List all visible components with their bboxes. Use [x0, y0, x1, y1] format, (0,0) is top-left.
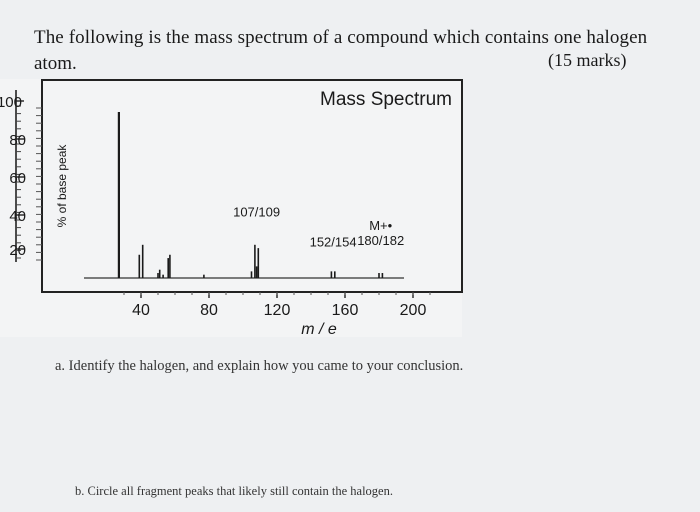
x-tick-label-160: 160	[332, 302, 359, 319]
question-text-line1: The following is the mass spectrum of a …	[34, 27, 648, 48]
x-axis-label: m / e	[301, 321, 337, 338]
chart-title: Mass Spectrum	[320, 89, 452, 110]
y-ticks	[16, 100, 42, 261]
chart-panel	[0, 79, 462, 337]
y-tick-label-40: 40	[9, 208, 26, 225]
question-part-b: b. Circle all fragment peaks that likely…	[75, 484, 393, 498]
peak-annotation: 180/182	[357, 233, 404, 248]
peaks	[117, 112, 384, 278]
y-tick-labels: 100 80 60 40 20	[0, 94, 26, 259]
y-axis-label: % of base peak	[55, 144, 69, 228]
y-tick-label-20: 20	[9, 242, 26, 259]
peak-annotations: 107/109 152/154 M+•180/182	[233, 205, 404, 250]
x-tick-label-120: 120	[264, 302, 291, 319]
peak-annotation: 152/154	[310, 234, 357, 249]
y-tick-label-100: 100	[0, 94, 22, 111]
x-tick-label-80: 80	[200, 302, 218, 319]
x-tick-label-40: 40	[132, 302, 150, 319]
x-tick-label-200: 200	[400, 302, 427, 319]
peak-annotation: M+•	[369, 218, 392, 233]
peak-annotation: 107/109	[233, 205, 280, 220]
question-text-line2: atom.	[34, 53, 77, 74]
y-tick-label-80: 80	[9, 132, 26, 149]
marks-label: (15 marks)	[548, 50, 627, 70]
y-tick-label-60: 60	[9, 170, 26, 187]
x-minor-ticks	[123, 292, 431, 298]
question-part-a: a. Identify the halogen, and explain how…	[55, 358, 464, 374]
x-tick-labels: 40 80 120 160 200	[132, 302, 426, 319]
